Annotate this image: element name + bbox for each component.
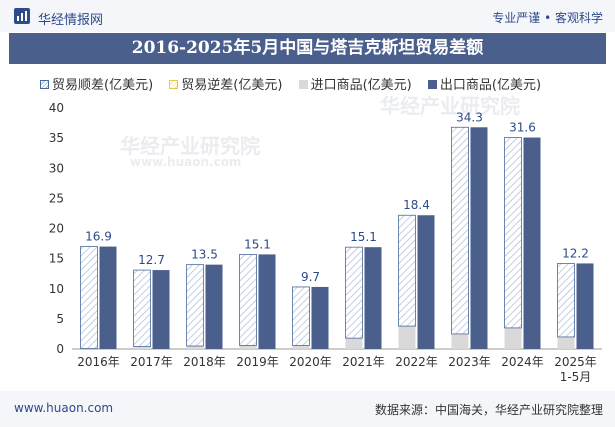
- footer-site-link[interactable]: www.huaon.com: [14, 401, 114, 415]
- x-tick-label-4: 2020年: [289, 355, 332, 369]
- export-bar-3: [258, 254, 276, 349]
- import-bar-8: [504, 327, 522, 349]
- x-tick-label-0: 2016年: [77, 355, 120, 369]
- x-tick-label-2: 2018年: [183, 355, 226, 369]
- legend-swatch-surplus: [40, 80, 49, 89]
- x-tick-label-7: 2023年: [448, 355, 491, 369]
- header-bar: 华经情报网 专业严谨 • 客观科学: [0, 0, 615, 32]
- y-tick-label-2: 10: [49, 282, 64, 296]
- import-bar-1: [133, 346, 151, 349]
- data-label-5: 15.1: [350, 230, 377, 244]
- tagline: 专业严谨 • 客观科学: [492, 11, 603, 25]
- chart-area: 0 5 10 15 20 25 30 35 40 16.9 2016年 12.7 2017年 13.5 20…: [49, 101, 602, 384]
- y-tick-label-5: 25: [49, 191, 64, 205]
- data-label-1: 12.7: [138, 253, 165, 267]
- legend-item-surplus: 贸易顺差(亿美元): [40, 74, 153, 93]
- legend-label-deficit: 贸易逆差(亿美元): [181, 78, 283, 93]
- legend-label-export: 出口商品(亿美元): [439, 78, 542, 93]
- legend-item-import: 进口商品(亿美元): [298, 74, 412, 93]
- x-tick-label-9-line2: 1-5月: [560, 370, 592, 384]
- export-bar-9: [576, 263, 594, 349]
- legend-label-import: 进口商品(亿美元): [310, 78, 412, 93]
- data-label-0: 16.9: [85, 230, 112, 244]
- data-label-6: 18.4: [403, 198, 430, 212]
- surplus-bar-1: [133, 269, 151, 347]
- import-bar-5: [345, 338, 363, 349]
- import-bar-9: [557, 336, 575, 349]
- surplus-bar-4: [292, 286, 310, 346]
- x-tick-label-1: 2017年: [130, 355, 173, 369]
- x-tick-label-6: 2022年: [395, 355, 438, 369]
- legend-swatch-import: [298, 80, 308, 89]
- data-label-8: 31.6: [509, 121, 536, 135]
- legend-swatch-export: [427, 80, 437, 89]
- x-tick-label-9: 2025年: [554, 355, 597, 369]
- import-bar-7: [451, 333, 469, 349]
- y-tick-label-1: 5: [56, 312, 64, 326]
- surplus-bar-9: [557, 263, 575, 338]
- legend-item-export: 出口商品(亿美元): [427, 74, 542, 93]
- chart-title: 2016-2025年5月中国与塔吉克斯坦贸易差额: [9, 33, 606, 64]
- surplus-bar-2: [186, 264, 204, 347]
- surplus-bar-7: [451, 126, 469, 335]
- export-bar-8: [523, 137, 541, 349]
- legend-label-surplus: 贸易顺差(亿美元): [52, 78, 154, 93]
- surplus-bar-8: [504, 137, 522, 329]
- export-bar-1: [152, 270, 170, 349]
- export-bar-4: [311, 286, 329, 349]
- surplus-bar-6: [398, 214, 416, 327]
- chart-legend: 贸易顺差(亿美元) 贸易逆差(亿美元) 进口商品(亿美元) 出口商品(亿美元): [40, 74, 553, 93]
- brand-name[interactable]: 华经情报网: [38, 13, 104, 28]
- import-bar-4: [292, 345, 310, 349]
- y-tick-label-4: 20: [49, 222, 64, 236]
- legend-item-deficit: 贸易逆差(亿美元): [169, 74, 282, 93]
- import-bar-3: [239, 345, 257, 349]
- import-bar-2: [186, 345, 204, 349]
- brand-logo-icon: [14, 8, 30, 24]
- footer-bar: www.huaon.com 数据来源：中国海关，华经产业研究院整理: [0, 391, 615, 427]
- export-bar-0: [99, 246, 117, 349]
- data-label-2: 13.5: [191, 248, 218, 262]
- export-bar-6: [417, 215, 435, 349]
- y-tick-label-6: 30: [49, 161, 64, 175]
- surplus-bar-3: [239, 254, 257, 346]
- data-label-7: 34.3: [456, 110, 483, 124]
- legend-swatch-deficit: [169, 80, 179, 89]
- y-tick-label-3: 15: [49, 252, 64, 266]
- export-bar-2: [205, 264, 223, 349]
- x-tick-label-3: 2019年: [236, 355, 279, 369]
- data-label-4: 9.7: [301, 270, 320, 284]
- export-bar-5: [364, 247, 382, 349]
- x-tick-label-8: 2024年: [501, 355, 544, 369]
- data-label-3: 15.1: [244, 237, 271, 251]
- y-tick-label-0: 0: [56, 342, 64, 356]
- y-tick-label-8: 40: [49, 101, 64, 115]
- surplus-bar-0: [80, 246, 98, 349]
- y-tick-label-7: 35: [49, 131, 64, 145]
- data-source: 数据来源：中国海关，华经产业研究院整理: [374, 403, 603, 417]
- surplus-bar-5: [345, 246, 363, 339]
- export-bar-7: [470, 127, 488, 349]
- data-label-9: 12.2: [562, 246, 589, 260]
- import-bar-6: [398, 326, 416, 349]
- x-tick-label-5: 2021年: [342, 355, 385, 369]
